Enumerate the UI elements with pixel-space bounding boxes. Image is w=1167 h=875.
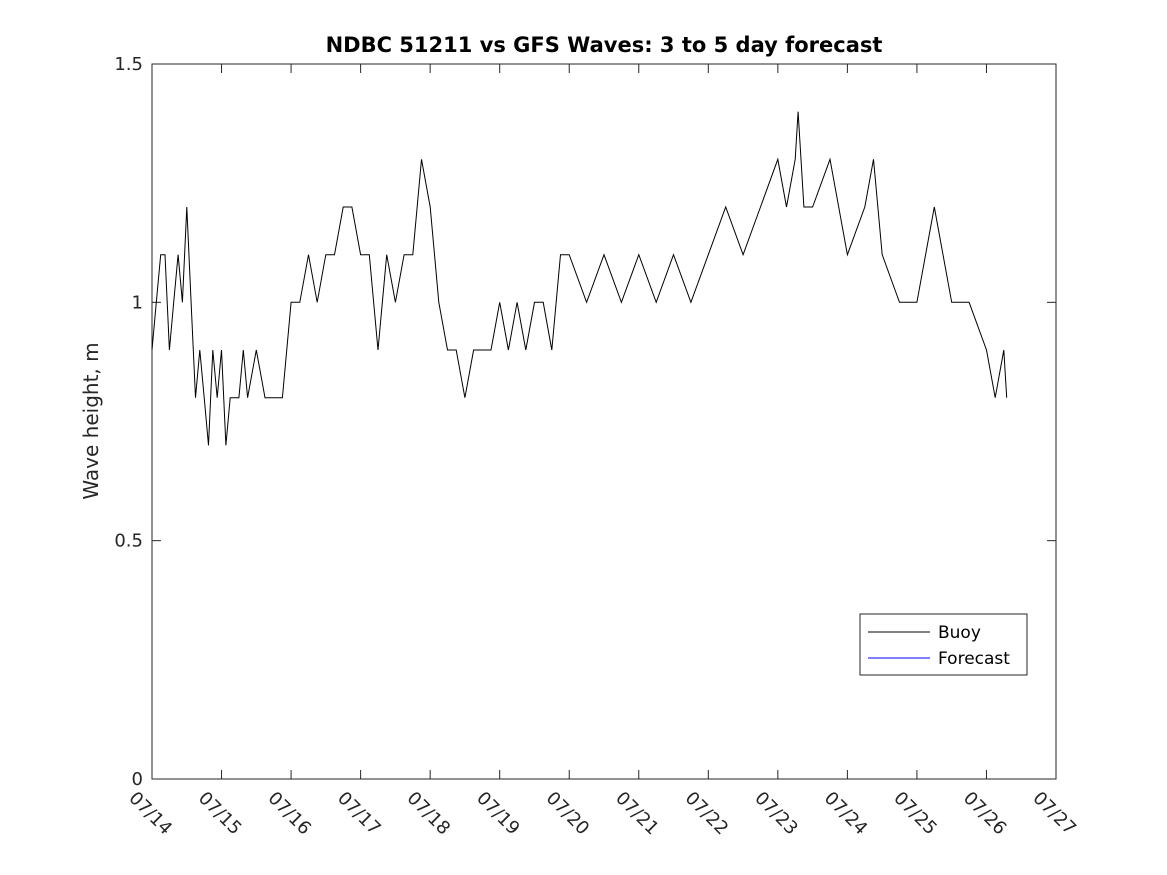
- legend: Buoy Forecast: [859, 613, 1028, 676]
- y-tick-label: 1: [132, 292, 143, 313]
- legend-label-buoy: Buoy: [938, 623, 981, 643]
- chart-title: NDBC 51211 vs GFS Waves: 3 to 5 day fore…: [326, 33, 883, 57]
- y-axis-label: Wave height, m: [79, 342, 103, 499]
- legend-box: [859, 613, 1028, 676]
- legend-label-forecast: Forecast: [938, 649, 1010, 669]
- y-tick-label: 0.5: [114, 531, 143, 552]
- y-axis: 0 0.5 1 1.5: [114, 54, 1056, 790]
- y-tick-label: 0: [132, 769, 143, 790]
- series-layer: [151, 111, 1008, 446]
- series-line-buoy: [151, 111, 1008, 446]
- y-tick-label: 1.5: [114, 54, 143, 75]
